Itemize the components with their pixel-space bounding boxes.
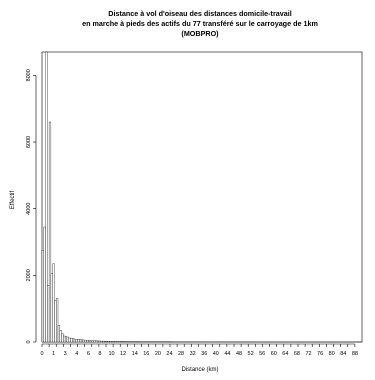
histogram-bar [57, 325, 60, 343]
x-tick-label: 3 [64, 351, 67, 357]
histogram-bar [107, 341, 110, 343]
histogram-bar [79, 339, 82, 343]
x-tick-label: 10 [108, 351, 114, 357]
x-tick-label: 32 [190, 351, 196, 357]
y-axis-label: Effectif [10, 191, 16, 210]
y-tick-label: 2000 [26, 269, 32, 281]
y-tick-label: 0 [26, 340, 32, 343]
histogram-bar [61, 333, 64, 343]
histogram-bar [66, 336, 69, 343]
histogram-bar [102, 340, 105, 343]
histogram-bar [70, 338, 73, 343]
histogram-bar [45, 51, 48, 343]
y-tick-label: 6000 [26, 136, 32, 148]
histogram-bar [123, 341, 126, 343]
x-tick-label: 40 [213, 351, 219, 357]
histogram-bar [68, 337, 71, 343]
plot-frame [41, 51, 363, 343]
chart-title-line-3: (MOBPRO) [181, 29, 219, 38]
histogram-bar [120, 341, 123, 343]
histogram-bar [43, 226, 46, 343]
y-tick-label: 4000 [26, 203, 32, 215]
histogram-bar [54, 300, 57, 343]
y-tick-label: 8000 [26, 69, 32, 81]
histogram-bar [84, 339, 87, 343]
histogram-bar [105, 341, 108, 343]
chart-title-line-2: en marche à pieds des actifs du 77 trans… [82, 19, 318, 28]
histogram-bar [98, 340, 101, 343]
x-tick-label: 56 [259, 351, 265, 357]
histogram-bar [86, 340, 89, 343]
histogram-bar [112, 341, 116, 343]
histogram-bar [64, 336, 68, 343]
histogram-bar [89, 340, 92, 343]
plot-frame-border [41, 51, 363, 343]
histogram-bar [111, 341, 114, 343]
x-tick-label: 76 [317, 351, 323, 357]
histogram-bar [93, 340, 96, 343]
x-tick-label: 52 [248, 351, 254, 357]
x-tick-label: 36 [201, 351, 207, 357]
x-tick-label: 1 [52, 351, 55, 357]
histogram-bar [96, 340, 100, 343]
x-axis-label: Distance (km) [181, 367, 218, 373]
histogram-bar [88, 340, 91, 343]
histogram-bar [73, 338, 76, 343]
histogram-bar [72, 338, 75, 343]
histogram-bar [82, 339, 85, 343]
x-tick-label: 6 [87, 351, 90, 357]
x-axis: 0 1 3 4 6 8 10 12 14 16 20 24 28 32 36 40 44 48 52 56 60 64 68… [40, 343, 358, 357]
chart-title-line-1: Distance à vol d'oiseau des distances do… [108, 9, 291, 18]
x-tick-label: 20 [155, 351, 161, 357]
histogram-bar [80, 339, 84, 343]
x-tick-label: 16 [143, 351, 149, 357]
histogram-bar [100, 340, 103, 343]
x-tick-label: 0 [40, 351, 43, 357]
histogram-bar [77, 339, 80, 343]
histogram-bar [41, 250, 44, 343]
histogram-bar [121, 341, 124, 343]
x-tick-label: 84 [340, 351, 346, 357]
x-tick-label: 68 [294, 351, 300, 357]
histogram-bars [41, 51, 363, 343]
y-axis: 0 2000 4000 6000 8000 [26, 69, 37, 344]
histogram-bar [47, 285, 50, 343]
histogram-bar [59, 330, 62, 343]
x-tick-label: 12 [120, 351, 126, 357]
x-tick-label: 80 [329, 351, 335, 357]
histogram-bar [109, 341, 112, 343]
histogram-bar [52, 263, 55, 343]
x-tick-label: 8 [98, 351, 101, 357]
x-tick-label: 28 [178, 351, 184, 357]
histogram-bar [118, 341, 121, 343]
chart-title: Distance à vol d'oiseau des distances do… [82, 9, 318, 38]
histogram-bar [48, 121, 52, 343]
histogram-bar [50, 273, 53, 343]
x-tick-label: 88 [352, 351, 358, 357]
histogram-bar [75, 338, 78, 343]
histogram-bar [63, 335, 66, 343]
histogram-bar [104, 340, 107, 343]
histogram-bar [116, 341, 119, 343]
histogram-bar [114, 341, 117, 343]
x-tick-label: 44 [224, 351, 230, 357]
histogram-bar [91, 340, 94, 343]
x-tick-label: 64 [282, 351, 288, 357]
x-tick-label: 72 [305, 351, 311, 357]
x-tick-label: 4 [75, 351, 78, 357]
x-tick-label: 14 [132, 351, 138, 357]
x-tick-label: 24 [166, 351, 172, 357]
histogram-bar [95, 340, 98, 343]
x-tick-label: 48 [236, 351, 242, 357]
histogram-bar [56, 298, 59, 343]
x-tick-label: 60 [271, 351, 277, 357]
